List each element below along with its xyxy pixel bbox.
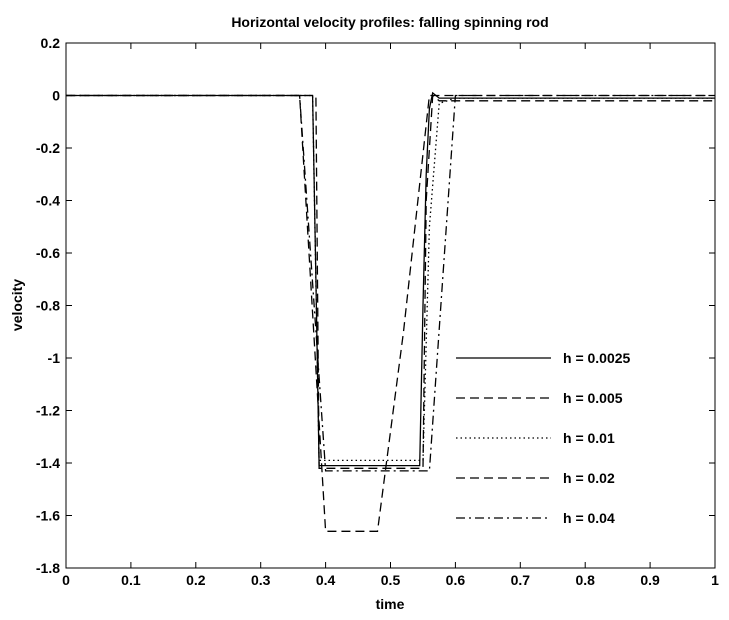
y-tick-label: -0.8 bbox=[36, 298, 60, 314]
y-axis-title: velocity bbox=[9, 279, 25, 331]
series-line-5 bbox=[66, 94, 715, 472]
legend-label-5: h = 0.04 bbox=[563, 510, 615, 526]
x-tick-label: 0.5 bbox=[381, 572, 401, 588]
series-line-2 bbox=[66, 94, 715, 469]
legend-label-3: h = 0.01 bbox=[563, 430, 615, 446]
x-tick-label: 0 bbox=[62, 572, 70, 588]
x-tick-label: 0.4 bbox=[316, 572, 336, 588]
series-line-4 bbox=[66, 94, 715, 532]
series-line-1 bbox=[66, 91, 715, 467]
x-tick-label: 0.6 bbox=[446, 572, 466, 588]
x-tick-label: 0.9 bbox=[640, 572, 660, 588]
y-tick-label: -1.2 bbox=[36, 403, 60, 419]
legend-label-1: h = 0.0025 bbox=[563, 350, 631, 366]
legend-label-2: h = 0.005 bbox=[563, 390, 623, 406]
x-tick-label: 0.3 bbox=[251, 572, 271, 588]
y-tick-label: -1 bbox=[48, 350, 61, 366]
legend-label-4: h = 0.02 bbox=[563, 470, 615, 486]
x-tick-label: 0.1 bbox=[121, 572, 141, 588]
x-tick-label: 0.2 bbox=[186, 572, 206, 588]
chart-title: Horizontal velocity profiles: falling sp… bbox=[231, 14, 548, 30]
y-tick-label: -0.6 bbox=[36, 245, 60, 261]
y-tick-label: -1.4 bbox=[36, 455, 60, 471]
plot-frame bbox=[65, 42, 716, 569]
y-tick-label: -0.4 bbox=[36, 193, 60, 209]
x-tick-label: 1 bbox=[711, 572, 719, 588]
y-tick-label: -1.8 bbox=[36, 560, 60, 576]
y-tick-label: 0 bbox=[52, 88, 60, 104]
series-line-3 bbox=[66, 94, 715, 462]
y-tick-label: -0.2 bbox=[36, 140, 60, 156]
x-axis-title: time bbox=[376, 596, 405, 612]
x-tick-label: 0.7 bbox=[511, 572, 531, 588]
x-tick-label: 0.8 bbox=[575, 572, 595, 588]
y-tick-label: 0.2 bbox=[41, 35, 61, 51]
y-tick-label: -1.6 bbox=[36, 508, 60, 524]
plot-area: 0 0.1 0.2 0.3 0.4 0.5 0.6 0.7 0.8 0.9 1 0.2 0 -0.2 -0.… bbox=[36, 35, 719, 588]
